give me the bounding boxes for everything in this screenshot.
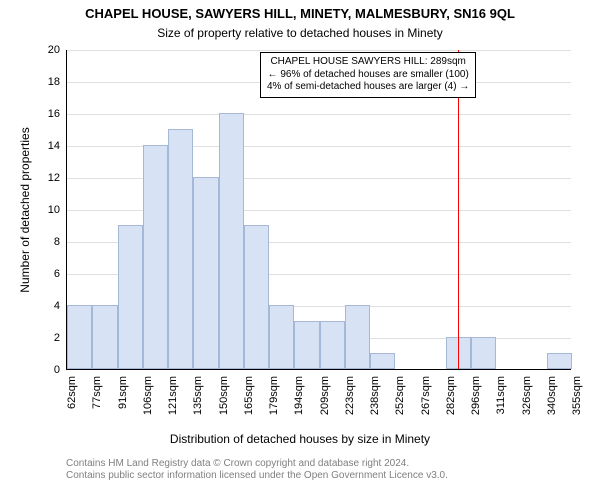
y-tick: 4 [36,300,60,312]
histogram-bar [219,113,244,369]
y-tick: 10 [36,204,60,216]
x-tick: 267sqm [420,376,432,436]
histogram-bar [67,305,92,369]
chart-title: CHAPEL HOUSE, SAWYERS HILL, MINETY, MALM… [0,6,600,21]
grid-line [67,50,571,51]
x-tick: 91sqm [117,376,129,436]
histogram-bar [547,353,572,369]
x-tick: 179sqm [268,376,280,436]
y-tick: 20 [36,44,60,56]
reference-line [458,50,459,369]
y-tick: 2 [36,332,60,344]
y-axis-label: Number of detached properties [18,50,32,370]
histogram-bar [370,353,395,369]
x-tick: 311sqm [495,376,507,436]
x-tick: 165sqm [243,376,255,436]
x-tick: 223sqm [344,376,356,436]
x-tick: 194sqm [293,376,305,436]
x-tick: 135sqm [192,376,204,436]
histogram-bar [269,305,294,369]
footer-line-2: Contains public sector information licen… [66,470,448,482]
histogram-bar [345,305,370,369]
histogram-bar [294,321,319,369]
grid-line [67,114,571,115]
y-tick: 6 [36,268,60,280]
annotation-box: CHAPEL HOUSE SAWYERS HILL: 289sqm ← 96% … [260,52,476,98]
plot-area [66,50,571,370]
figure: CHAPEL HOUSE, SAWYERS HILL, MINETY, MALM… [0,0,600,500]
footer-line-1: Contains HM Land Registry data © Crown c… [66,458,448,470]
x-tick: 355sqm [571,376,583,436]
x-tick: 296sqm [470,376,482,436]
histogram-bar [92,305,117,369]
histogram-bar [244,225,269,369]
x-tick: 121sqm [167,376,179,436]
x-tick: 326sqm [521,376,533,436]
histogram-bar [118,225,143,369]
x-tick: 252sqm [394,376,406,436]
chart-subtitle: Size of property relative to detached ho… [0,26,600,40]
y-tick: 14 [36,140,60,152]
x-tick: 62sqm [66,376,78,436]
x-tick: 209sqm [319,376,331,436]
x-tick: 238sqm [369,376,381,436]
histogram-bar [471,337,496,369]
y-tick: 18 [36,76,60,88]
footer-attribution: Contains HM Land Registry data © Crown c… [66,458,448,482]
histogram-bar [193,177,218,369]
y-tick: 8 [36,236,60,248]
histogram-bar [143,145,168,369]
histogram-bar [168,129,193,369]
x-axis-label: Distribution of detached houses by size … [0,432,600,446]
x-tick: 150sqm [218,376,230,436]
annotation-line-3: 4% of semi-detached houses are larger (4… [267,81,469,94]
y-tick: 16 [36,108,60,120]
x-tick: 340sqm [546,376,558,436]
x-tick: 77sqm [91,376,103,436]
histogram-bar [320,321,345,369]
y-tick: 0 [36,364,60,376]
annotation-line-2: ← 96% of detached houses are smaller (10… [267,69,469,82]
y-tick: 12 [36,172,60,184]
x-tick: 106sqm [142,376,154,436]
x-tick: 282sqm [445,376,457,436]
annotation-line-1: CHAPEL HOUSE SAWYERS HILL: 289sqm [267,56,469,69]
